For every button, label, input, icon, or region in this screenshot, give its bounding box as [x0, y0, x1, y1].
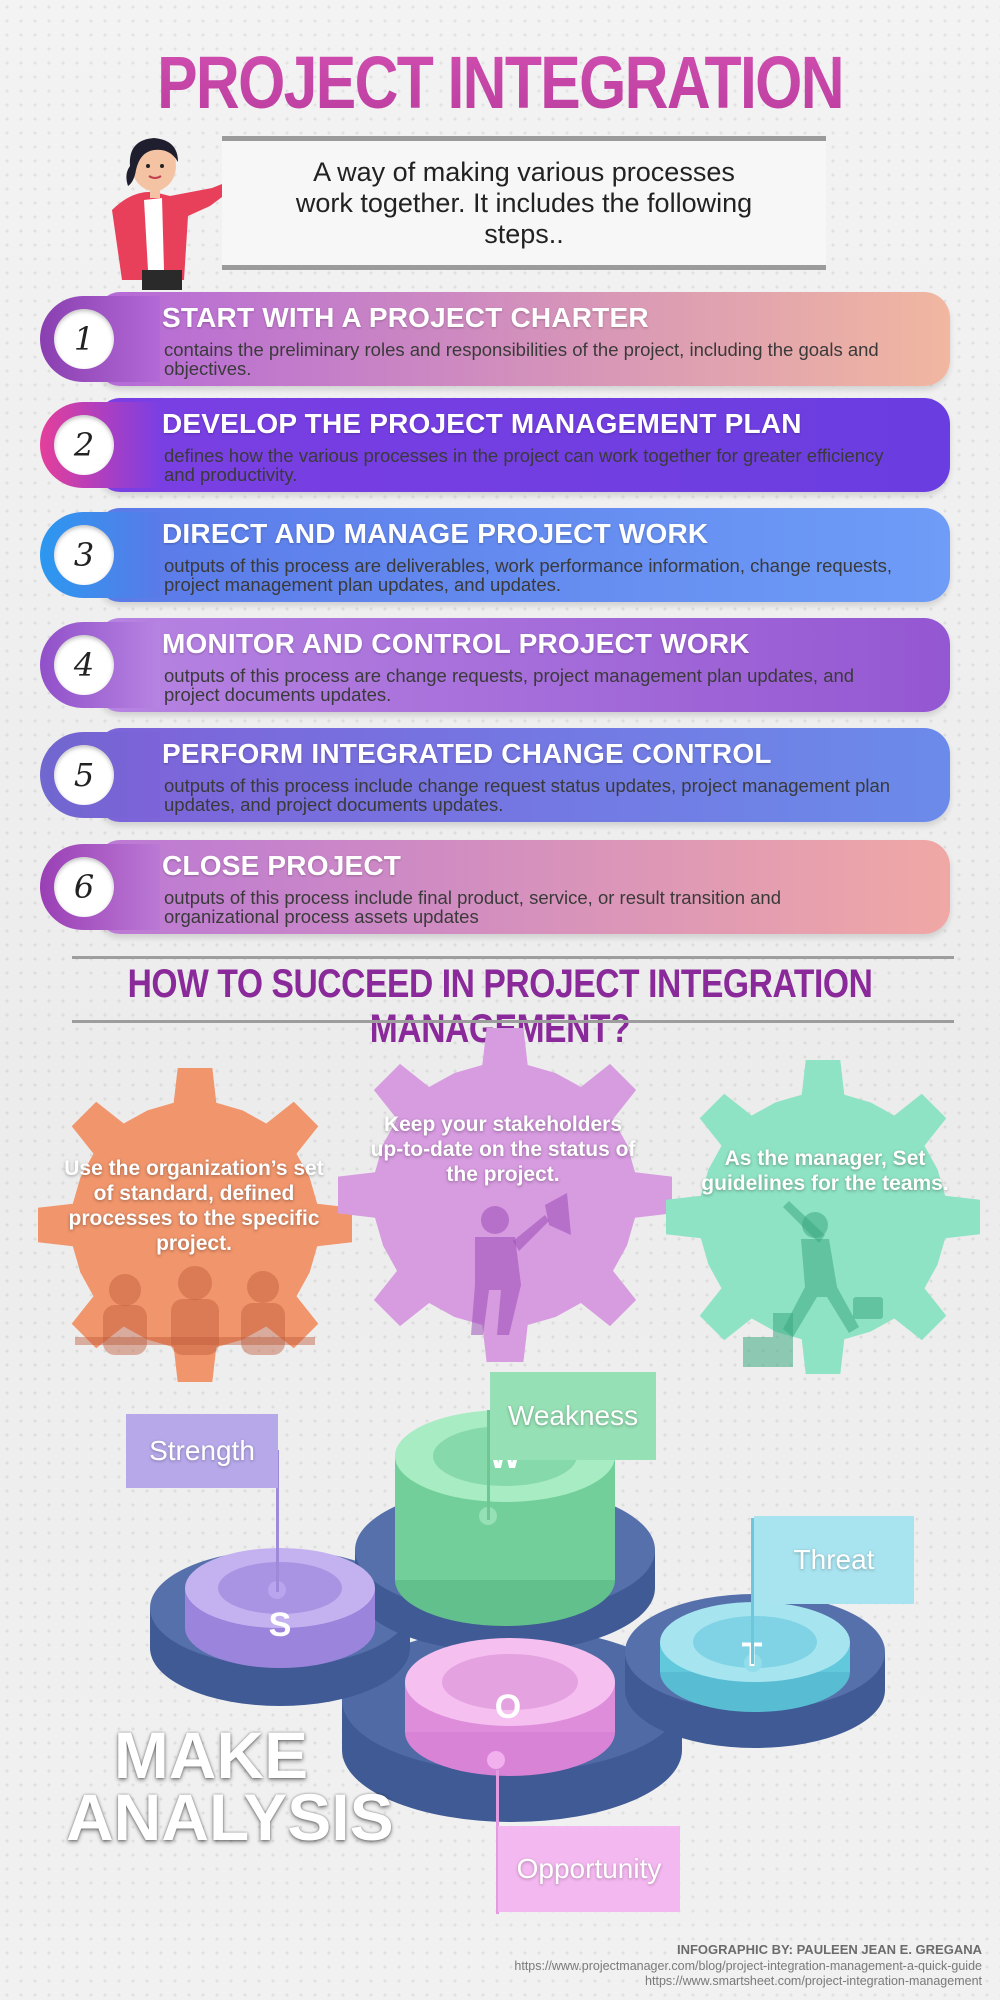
intro-text: A way of making various processes work t…	[295, 156, 753, 249]
threat-pole	[751, 1518, 754, 1664]
gear-shape	[338, 1028, 672, 1362]
step-title: DIRECT AND MANAGE PROJECT WORK	[162, 518, 709, 549]
step-6: 6 CLOSE PROJECT outputs of this process in…	[40, 840, 950, 934]
weakness-flag: Weakness	[490, 1372, 656, 1460]
step-description: defines how the various processes in the…	[164, 445, 884, 485]
step-4: 4 MONITOR AND CONTROL PROJECT WORK outputs…	[40, 618, 950, 712]
step-description: outputs of this process are deliverables…	[164, 555, 893, 595]
divider-top	[72, 956, 954, 959]
swot-diagram: S W O T	[150, 1410, 885, 1822]
step-number: 4	[54, 635, 114, 695]
divider-bottom	[72, 1020, 954, 1023]
step-2: 2 DEVELOP THE PROJECT MANAGEMENT PLAN defi…	[40, 398, 950, 492]
step-number: 5	[54, 745, 114, 805]
strength-pole	[276, 1450, 279, 1592]
gear-shape	[38, 1068, 352, 1382]
opportunity-pole	[496, 1770, 499, 1914]
climbing-person-icon	[743, 1201, 883, 1367]
tip-2-text: Keep your stakeholders up-to-date on the…	[370, 1113, 636, 1186]
step-1: 1 START WITH A PROJECT CHARTER contains th…	[40, 292, 950, 386]
swot-letter-o: O	[495, 1688, 521, 1726]
step-title: PERFORM INTEGRATED CHANGE CONTROL	[162, 738, 772, 769]
step-description: outputs of this process include final pr…	[164, 887, 781, 927]
credit-source-1: https://www.projectmanager.com/blog/proj…	[514, 1959, 982, 1973]
step-number: 1	[54, 309, 114, 369]
tip-1-text: Use the organization’s set of standard, …	[64, 1157, 324, 1255]
step-3: 3 DIRECT AND MANAGE PROJECT WORK outputs o…	[40, 508, 950, 602]
step-title: MONITOR AND CONTROL PROJECT WORK	[162, 628, 750, 659]
gear-orange	[38, 1068, 352, 1382]
weakness-pole	[487, 1410, 490, 1520]
step-description: contains the preliminary roles and respo…	[164, 339, 879, 379]
step-bar	[98, 840, 950, 934]
tip-3-text: As the manager, Set guidelines for the t…	[701, 1147, 949, 1195]
credit-author: INFOGRAPHIC BY: PAULEEN JEAN E. GREGANA	[676, 1942, 982, 1957]
make-analysis-text: MAKE ANALYSIS	[66, 1718, 394, 1854]
step-bar	[98, 728, 950, 822]
step-description: outputs of this process include change r…	[164, 775, 891, 815]
threat-flag: Threat	[754, 1516, 914, 1604]
step-description: outputs of this process are change reque…	[164, 665, 855, 705]
step-number: 2	[54, 415, 114, 475]
credit-source-2: https://www.smartsheet.com/project-integ…	[645, 1974, 982, 1988]
swot-letter-s: S	[269, 1606, 292, 1644]
step-title: START WITH A PROJECT CHARTER	[162, 302, 649, 333]
step-number: 6	[54, 857, 114, 917]
opportunity-flag: Opportunity	[498, 1826, 680, 1912]
step-title: CLOSE PROJECT	[162, 850, 402, 881]
meeting-silhouette-icon	[75, 1266, 315, 1355]
megaphone-person-icon	[471, 1193, 571, 1335]
step-bar	[98, 508, 950, 602]
step-number: 3	[54, 525, 114, 585]
intro-box: A way of making various processes work t…	[222, 136, 826, 270]
gear-purple	[338, 1028, 672, 1362]
step-bar	[98, 292, 950, 386]
step-5: 5 PERFORM INTEGRATED CHANGE CONTROL output…	[40, 728, 950, 822]
strength-flag: Strength	[126, 1414, 278, 1488]
step-bar	[98, 618, 950, 712]
gear-mint	[666, 1060, 980, 1374]
step-bar	[98, 398, 950, 492]
step-title: DEVELOP THE PROJECT MANAGEMENT PLAN	[162, 408, 802, 439]
